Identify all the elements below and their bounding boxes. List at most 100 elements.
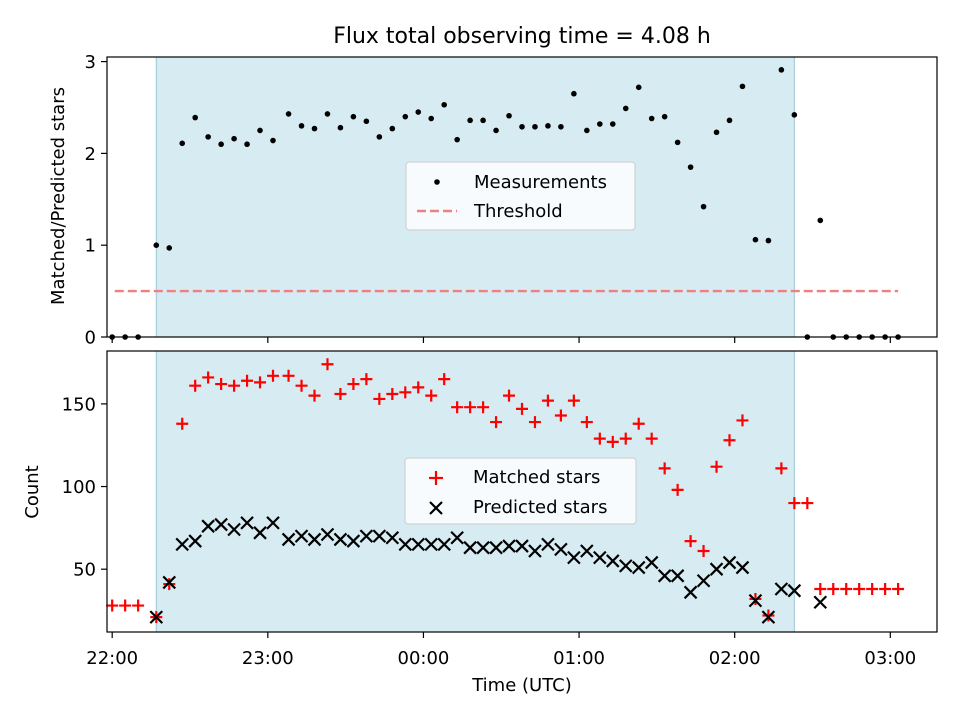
predicted-star-point — [748, 593, 763, 608]
measurement-point — [584, 127, 590, 134]
matched-star-point — [710, 460, 723, 473]
matched-star-point — [334, 387, 347, 400]
predicted-star-point — [606, 554, 620, 568]
measurement-point — [231, 135, 237, 142]
x-tick-label: 03:00 — [864, 648, 916, 669]
measurement-point — [192, 114, 198, 121]
matched-star-point — [321, 358, 334, 371]
predicted-star-point — [320, 527, 335, 542]
measurement-point — [324, 111, 331, 117]
predicted-star-point — [385, 531, 400, 545]
matched-star-point — [814, 583, 827, 596]
y-tick-label: 1 — [85, 236, 96, 257]
predicted-star-point — [253, 526, 267, 540]
measurement-point — [558, 123, 564, 130]
measurement-point — [622, 105, 629, 112]
measurement-point — [532, 123, 538, 130]
matched-star-point — [567, 394, 580, 407]
predicted-star-point — [735, 560, 750, 575]
matched-star-point — [267, 369, 279, 382]
predicted-star-point — [149, 610, 164, 624]
matched-star-point — [282, 369, 295, 382]
matched-star-point — [892, 583, 905, 596]
matched-star-point — [762, 609, 775, 622]
matched-star-point — [189, 379, 202, 392]
y-tick-label: 150 — [62, 394, 96, 415]
measurement-point — [179, 140, 186, 147]
predicted-star-point — [515, 539, 529, 553]
matched-star-point — [228, 379, 241, 392]
measurement-point — [389, 125, 396, 132]
predicted-star-point — [593, 550, 607, 565]
measurement-point — [597, 121, 603, 127]
matched-star-point — [788, 497, 801, 510]
predicted-star-point — [346, 534, 361, 548]
predicted-star-point — [657, 569, 672, 583]
x-tick-label: 02:00 — [709, 648, 761, 669]
top-y-axis-label: Matched/Predicted stars — [48, 87, 69, 305]
legend-matched-marker — [429, 471, 443, 485]
predicted-star-point — [266, 516, 280, 530]
predicted-star-point — [813, 595, 828, 610]
y-tick-label: 50 — [73, 560, 96, 581]
predicted-star-point — [359, 529, 374, 543]
measurement-point — [376, 134, 383, 140]
predicted-star-point — [787, 583, 802, 598]
x-tick-label: 01:00 — [553, 648, 605, 669]
matched-star-point — [516, 402, 528, 415]
predicted-star-point — [670, 569, 685, 583]
matched-star-point — [606, 435, 619, 448]
measurement-point — [467, 117, 473, 124]
bottom-legend: Matched stars Predicted stars — [404, 457, 637, 525]
matched-star-point — [132, 599, 145, 612]
y-tick-label: 3 — [85, 52, 96, 73]
matched-star-point — [879, 583, 892, 596]
measurement-point — [285, 111, 292, 117]
measurement-point — [257, 127, 263, 134]
matched-star-point — [215, 378, 228, 391]
predicted-star-point — [307, 532, 322, 547]
measurement-point — [752, 236, 759, 243]
predicted-star-point — [567, 550, 581, 565]
measurement-point — [506, 112, 512, 119]
matched-star-point — [176, 417, 189, 430]
bottom-y-axis-label: Count — [22, 465, 43, 518]
matched-star-point — [106, 599, 119, 612]
predicted-star-point — [450, 531, 464, 545]
matched-star-point — [723, 434, 736, 447]
matched-star-point — [503, 389, 516, 402]
predicted-star-point — [201, 519, 215, 533]
predicted-star-point — [541, 537, 555, 552]
predicted-star-point — [281, 532, 296, 547]
predicted-star-point — [774, 582, 789, 596]
predicted-star-point — [476, 540, 490, 555]
matched-star-point — [347, 378, 360, 391]
predicted-star-point — [554, 542, 568, 557]
y-tick-label: 100 — [62, 477, 96, 498]
matched-star-point — [412, 381, 425, 394]
matched-star-point — [464, 401, 477, 414]
matched-star-point — [202, 371, 215, 384]
legend-threshold-label: Threshold — [473, 201, 563, 222]
measurement-point — [218, 141, 224, 148]
measurement-point — [402, 113, 409, 120]
matched-star-point — [840, 583, 853, 596]
matched-star-point — [254, 376, 267, 389]
predicted-star-point — [398, 537, 413, 552]
measurement-point — [428, 115, 435, 122]
predicted-star-point — [214, 517, 228, 532]
measurement-point — [674, 139, 681, 146]
matched-star-point — [373, 392, 386, 405]
x-tick-label: 22:00 — [86, 648, 138, 669]
predicted-star-point — [631, 560, 646, 575]
matched-star-point — [632, 417, 645, 430]
matched-star-point — [241, 374, 254, 387]
matched-star-point — [827, 583, 840, 596]
y-tick-label: 2 — [85, 144, 96, 165]
matched-star-point — [697, 545, 710, 558]
measurement-point — [337, 124, 344, 131]
matched-star-point — [438, 373, 451, 386]
matched-star-point — [295, 379, 308, 392]
x-tick-label: 23:00 — [242, 648, 294, 669]
